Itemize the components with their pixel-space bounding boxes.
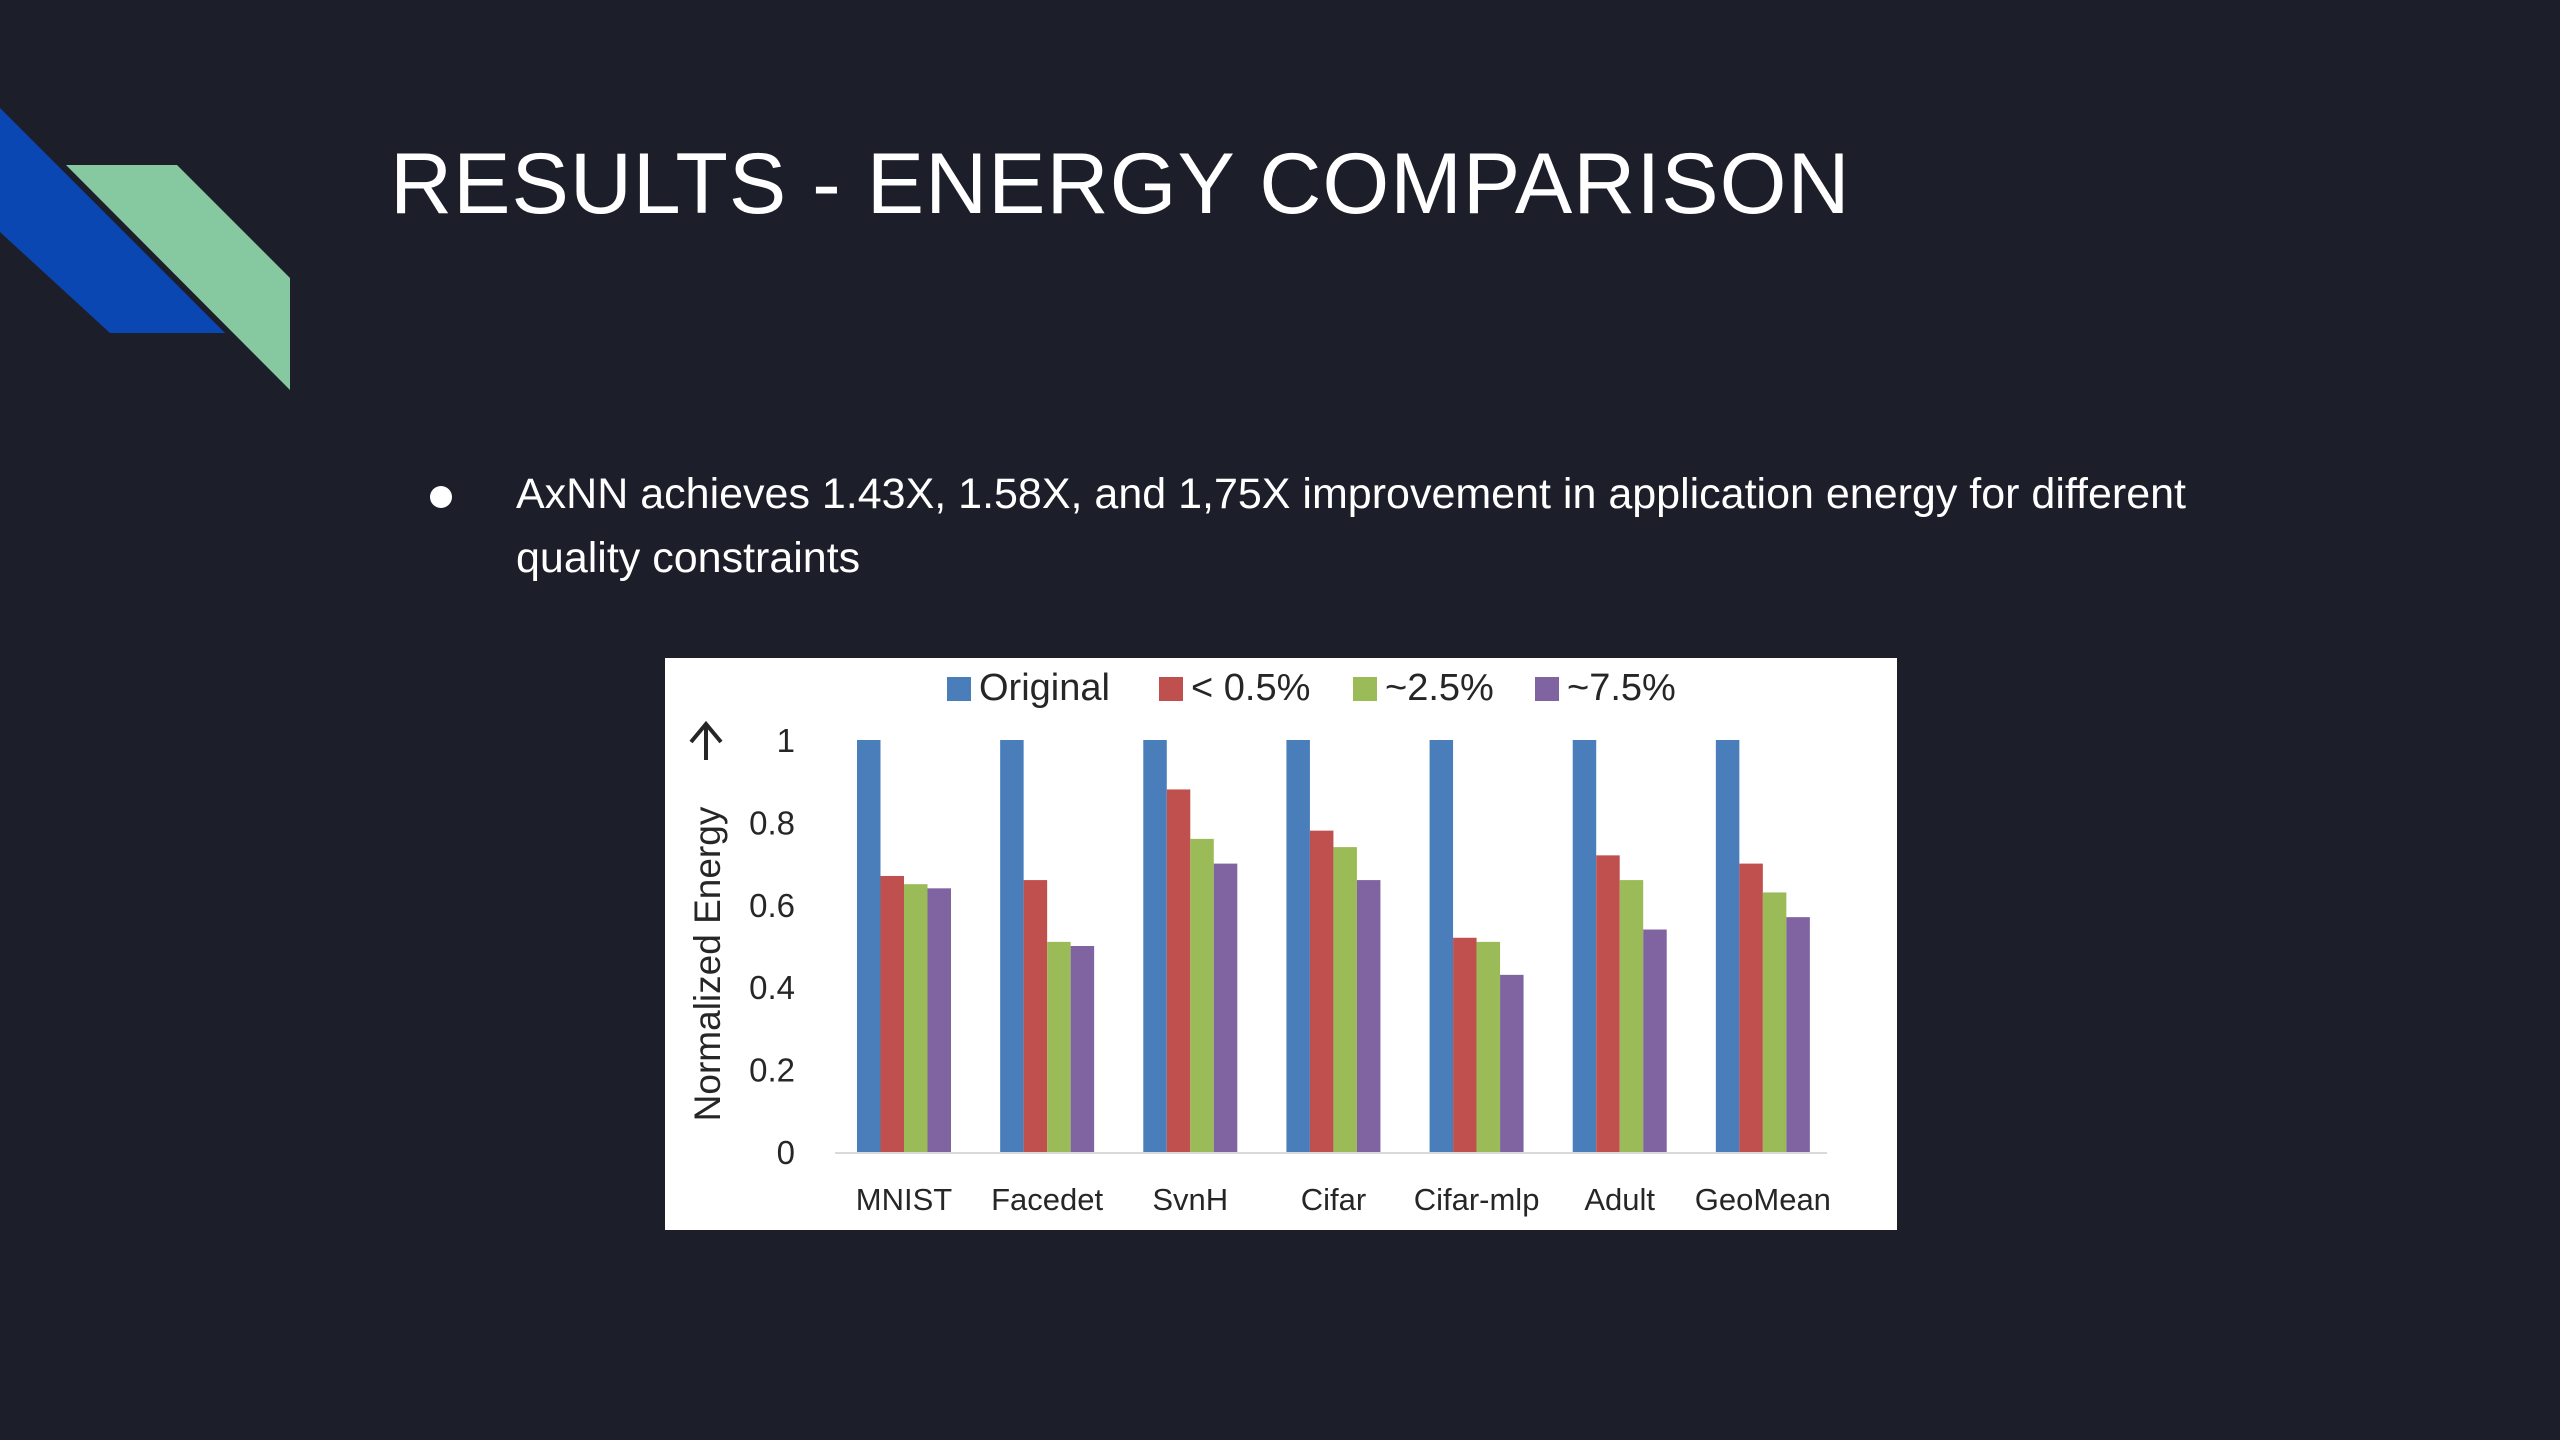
x-tick-label: MNIST xyxy=(856,1182,953,1217)
bar xyxy=(1572,740,1597,1152)
bar xyxy=(1309,830,1334,1152)
x-tick-label: Adult xyxy=(1584,1182,1655,1217)
bar xyxy=(1476,941,1501,1152)
bar xyxy=(1070,946,1095,1152)
y-tick-label: 0.2 xyxy=(749,1052,795,1089)
slide-title: RESULTS - ENERGY COMPARISON xyxy=(390,136,1851,232)
bar xyxy=(904,884,928,1152)
bar xyxy=(1166,789,1191,1152)
bar xyxy=(1762,892,1787,1152)
bar xyxy=(1356,880,1381,1152)
legend-label: Original xyxy=(979,667,1110,709)
bar xyxy=(1190,838,1214,1152)
bullet-list: AxNN achieves 1.43X, 1.58X, and 1,75X im… xyxy=(430,462,2190,590)
bar xyxy=(1023,880,1048,1152)
legend-swatch xyxy=(1535,677,1559,701)
y-tick-label: 0 xyxy=(777,1134,795,1171)
x-tick-label: Cifar-mlp xyxy=(1414,1182,1540,1217)
y-axis-label: Normalized Energy xyxy=(687,806,728,1121)
bar xyxy=(1453,937,1477,1152)
corner-stripes-decoration xyxy=(0,108,290,390)
x-tick-label: Facedet xyxy=(991,1182,1103,1217)
bar xyxy=(1715,740,1740,1152)
bar xyxy=(1739,863,1763,1152)
y-tick-label: 0.6 xyxy=(749,887,795,924)
bullet-dot-icon xyxy=(430,486,452,508)
legend-swatch xyxy=(1159,677,1183,701)
bar xyxy=(1333,847,1357,1152)
energy-chart: 0 0.2 0.4 0.6 0.8 1 Normalized Energy MNIST Face… xyxy=(665,658,1897,1230)
bar xyxy=(1213,863,1238,1152)
legend-swatch xyxy=(1353,677,1377,701)
bar xyxy=(1143,740,1167,1152)
bar xyxy=(1429,740,1454,1152)
bar xyxy=(1619,880,1644,1152)
bar xyxy=(927,888,951,1152)
energy-chart-svg: 0 0.2 0.4 0.6 0.8 1 Normalized Energy MNIST Face… xyxy=(687,667,1831,1217)
bar xyxy=(1047,941,1071,1152)
bar xyxy=(1786,917,1810,1152)
legend-label: < 0.5% xyxy=(1191,667,1310,709)
y-tick-label: 1 xyxy=(777,722,795,759)
blue-stripe-shape xyxy=(0,108,225,333)
bullet-text: AxNN achieves 1.43X, 1.58X, and 1,75X im… xyxy=(516,470,2187,582)
x-tick-label: Cifar xyxy=(1301,1182,1366,1217)
x-tick-label: SvnH xyxy=(1152,1182,1228,1217)
bar xyxy=(1500,974,1524,1152)
y-tick-label: 0.4 xyxy=(749,969,795,1006)
bar xyxy=(857,740,881,1152)
bar xyxy=(1286,740,1310,1152)
bar xyxy=(880,875,904,1152)
y-tick-label: 0.8 xyxy=(749,804,795,841)
legend-swatch xyxy=(947,677,971,701)
bullet-item: AxNN achieves 1.43X, 1.58X, and 1,75X im… xyxy=(430,462,2190,590)
bar xyxy=(1000,740,1024,1152)
legend-label: ~7.5% xyxy=(1567,667,1676,709)
bar xyxy=(1643,929,1667,1152)
up-arrow-icon xyxy=(689,720,723,744)
legend-label: ~2.5% xyxy=(1385,667,1494,709)
green-stripe-shape xyxy=(66,165,290,390)
bar xyxy=(1596,855,1620,1152)
x-tick-label: GeoMean xyxy=(1695,1182,1831,1217)
